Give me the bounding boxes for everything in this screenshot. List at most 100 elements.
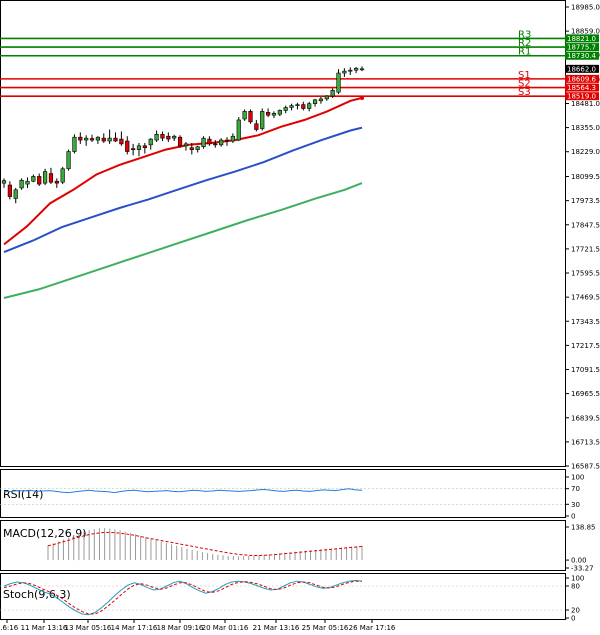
candle [89, 134, 95, 142]
y-tick-label: 70 [571, 485, 580, 493]
y-tick-label: 17847.5 [571, 221, 600, 229]
stoch-title: Stoch(9,6,3) [3, 588, 71, 601]
candle-body [154, 134, 159, 141]
candle-body [95, 136, 101, 141]
candle-body [236, 119, 241, 141]
candle [195, 145, 200, 153]
y-tick-label: 138.85 [571, 524, 596, 532]
level-tag-s2 [565, 83, 599, 92]
y-tick-label: 0.00 [571, 557, 587, 565]
stoch-panel-frame [0, 573, 566, 620]
level-tag-text: 18564.3 [567, 84, 596, 92]
candle [271, 111, 277, 119]
candle [242, 109, 247, 121]
candle-body [166, 135, 171, 140]
pivot-levels [0, 37, 565, 98]
y-tick-label: 18859.0 [571, 28, 600, 36]
rsi-title: RSI(14) [3, 488, 43, 501]
candle [324, 95, 329, 101]
candle-body [48, 173, 54, 183]
x-tick-label: 11 Mar 13:16 [21, 624, 68, 632]
candle-body [148, 138, 153, 146]
candle-body [25, 180, 30, 185]
x-tick-label: 18 Mar 09:16 [157, 624, 204, 632]
level-tag-r3 [565, 34, 599, 43]
candle [265, 108, 271, 118]
candle-body [277, 110, 282, 115]
candle [72, 134, 77, 154]
candle-body [195, 146, 200, 150]
candle [113, 132, 118, 142]
candle-body [201, 137, 206, 148]
candle-body [295, 104, 300, 106]
candle-body [301, 104, 306, 109]
candle-body [213, 143, 218, 146]
panel-frames [0, 0, 566, 620]
candle-body [31, 176, 36, 182]
price-y-axis: 18985.018859.018733.018607.018481.018355… [565, 4, 600, 471]
moving-average-line-2 [3, 182, 363, 299]
moving-averages [3, 95, 364, 299]
candle-body [254, 123, 259, 130]
macd-title: MACD(12,26,9) [3, 527, 87, 540]
candle-body [289, 105, 294, 108]
candle [107, 129, 112, 144]
candle [78, 132, 83, 144]
candle-body [177, 136, 183, 147]
y-tick-label: 17469.5 [571, 294, 600, 302]
y-tick-label: 16587.5 [571, 463, 600, 471]
candle-body [330, 89, 335, 97]
candle [318, 96, 324, 104]
candle [283, 105, 288, 114]
macd-panel: MACD(12,26,9) 138.85 0.00-33.27 [3, 524, 596, 573]
candle-body [89, 138, 95, 141]
candle-body [78, 136, 83, 141]
candle [119, 131, 124, 146]
candle [359, 66, 365, 72]
candle-body [131, 148, 136, 150]
level-tag-r1 [565, 51, 599, 60]
candle [219, 138, 224, 147]
candle-body [354, 67, 359, 71]
candle [154, 130, 159, 142]
candle [172, 134, 177, 142]
rsi-line [3, 488, 363, 494]
level-name-r2: R2 [518, 38, 531, 49]
x-tick-label: 20 Mar 01:16 [202, 624, 249, 632]
level-tag-r2 [565, 43, 599, 52]
candle-body [84, 137, 89, 141]
level-tag-text: 18519.0 [567, 93, 596, 101]
y-tick-label: -33.27 [571, 565, 594, 573]
candle [66, 149, 71, 171]
candle-body [60, 168, 65, 183]
candle [277, 109, 282, 117]
stoch-main-line [3, 579, 363, 616]
candle [148, 138, 153, 150]
level-tag-text: 18821.0 [567, 35, 596, 43]
candle-body [312, 99, 318, 104]
y-tick-label: 16713.5 [571, 438, 600, 446]
candle [13, 187, 18, 204]
candle [336, 69, 341, 95]
y-tick-label: 100 [571, 575, 584, 583]
candle [37, 173, 42, 187]
candle [131, 143, 136, 156]
candle [236, 117, 241, 142]
candle [142, 142, 147, 154]
candle [125, 136, 130, 155]
candle [183, 141, 189, 151]
candle-body [260, 111, 265, 129]
candle-body [13, 189, 18, 199]
x-tick-label: ...6:16 [0, 624, 19, 632]
candle [54, 178, 59, 188]
candle-body [1, 180, 7, 184]
candle [7, 181, 12, 200]
x-tick-label: 14 Mar 17:16 [111, 624, 158, 632]
rsi-panel: RSI(14) 100 70 30 0 [0, 474, 584, 521]
x-tick-label: 25 Mar 05:16 [302, 624, 349, 632]
candle [213, 140, 218, 148]
candle [189, 142, 194, 155]
y-tick-label: 17343.5 [571, 318, 600, 326]
y-tick-label: 18985.0 [571, 4, 600, 12]
